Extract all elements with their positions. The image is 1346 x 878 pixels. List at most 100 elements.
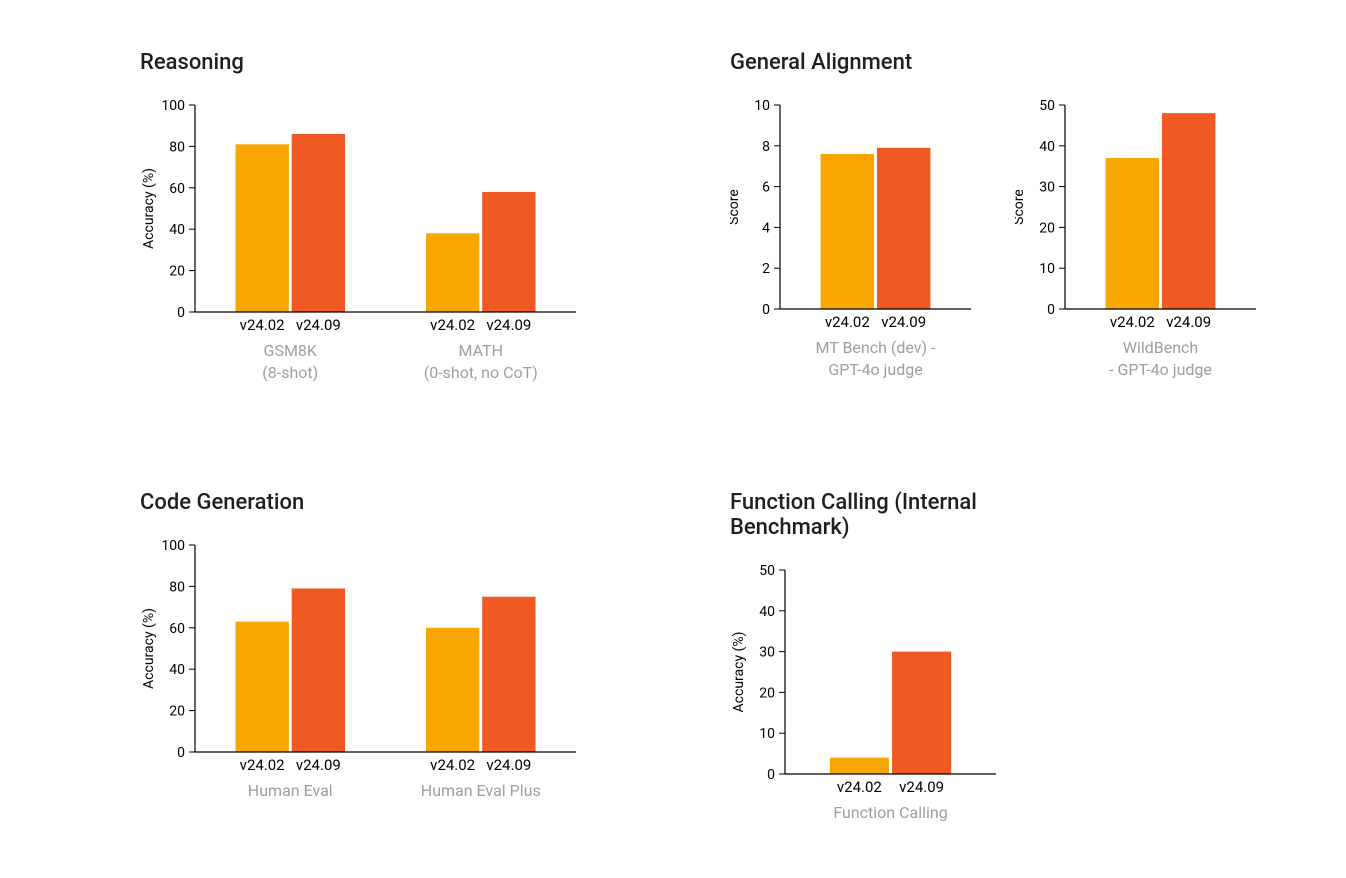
benchmark-labels-row: Human EvalHuman Eval Plus [140, 770, 580, 816]
general-alignment-0-plot-wrap: 0246810Scorev24.02v24.09MT Bench (dev) -… [730, 95, 975, 373]
y-tick-label: 4 [762, 220, 770, 236]
y-tick-label: 100 [161, 98, 185, 114]
benchmark-labels-row: GSM8K(8-shot)MATH(0-shot, no CoT) [140, 330, 580, 376]
benchmark-label: GSM8K(8-shot) [195, 340, 386, 383]
bar-v24.02 [1106, 158, 1159, 309]
bar-version-label: v24.09 [486, 756, 531, 770]
benchmark-label: Human Eval [195, 780, 386, 802]
panel-general-alignment: General Alignment 0 2 4 6 8 10 Score v24.02 v24.0… [730, 50, 1290, 373]
benchmark-label: Function Calling [785, 802, 996, 824]
y-tick-label: 40 [169, 662, 185, 678]
benchmark-label-line: MT Bench (dev) - [780, 337, 971, 359]
benchmark-label: MATH(0-shot, no CoT) [386, 340, 577, 383]
y-tick-label: 0 [767, 767, 775, 783]
panel-title: Reasoning [140, 50, 620, 75]
function-calling-plot-wrap: 0 10 20 30 40 50 Accuracy (%) v24.02 v24.09 Funct… [730, 560, 1050, 838]
bar-version-label: v24.09 [296, 316, 341, 330]
y-tick-label: 60 [169, 621, 185, 637]
y-axis-label: Accuracy (%) [141, 608, 157, 689]
bar-version-label: v24.02 [430, 316, 475, 330]
y-tick-label: 10 [759, 726, 775, 742]
bar-v24.09 [292, 134, 345, 312]
benchmark-label-line: - GPT-4o judge [1065, 359, 1256, 381]
benchmark-charts-page: Reasoning020406080100Accuracy (%)v24.02v… [0, 0, 1346, 878]
bar-v24.09 [877, 148, 930, 309]
general-alignment-0-chart-svg: 0 2 4 6 8 10 Score v24.02 v24.09 [730, 95, 975, 327]
y-tick-label: 80 [169, 579, 185, 595]
y-tick-label: 6 [762, 180, 770, 196]
y-tick-label: 80 [169, 139, 185, 155]
bar-version-label: v24.02 [837, 778, 882, 792]
code-generation-chart-svg: 0 20 40 60 80 100 Accuracy (%) v24.02 v24.09 v24.… [140, 535, 580, 770]
bar-v24.09 [482, 192, 535, 312]
y-tick-label: 50 [759, 563, 775, 579]
y-tick-label: 2 [762, 261, 770, 277]
y-tick-label: 20 [169, 704, 185, 720]
bar-v24.02 [235, 144, 288, 312]
y-axis-label: Score [1015, 189, 1027, 225]
bar-version-label: v24.02 [825, 313, 870, 327]
panel-title: Code Generation [140, 490, 620, 515]
benchmark-label-line: (0-shot, no CoT) [386, 362, 577, 384]
benchmark-label-line: Human Eval [195, 780, 386, 802]
bar-v24.02 [426, 628, 479, 752]
bar-version-label: v24.09 [1166, 313, 1211, 327]
bar-version-label: v24.09 [881, 313, 926, 327]
benchmark-label: WildBench- GPT-4o judge [1065, 337, 1256, 380]
bar-v24.02 [821, 154, 874, 309]
y-tick-label: 0 [177, 305, 185, 321]
y-tick-label: 20 [759, 685, 775, 701]
general-alignment-1-plot-wrap: 0 10 20 30 40 50 Score v24.02 v24.09WildBench- G… [1015, 95, 1260, 373]
bar-version-label: v24.02 [240, 756, 285, 770]
benchmark-label-line: WildBench [1065, 337, 1256, 359]
y-tick-label: 20 [1039, 220, 1055, 236]
bar-version-label: v24.09 [899, 778, 944, 792]
y-tick-label: 30 [1039, 180, 1055, 196]
y-tick-label: 40 [1039, 139, 1055, 155]
panel-title: Function Calling (Internal Benchmark) [730, 490, 1050, 540]
general-alignment-1-chart-svg: 0 10 20 30 40 50 Score v24.02 v24.09 [1015, 95, 1260, 327]
benchmark-labels-row: MT Bench (dev) -GPT-4o judge [730, 327, 975, 373]
y-axis-label: Accuracy (%) [731, 632, 747, 713]
reasoning-plot-wrap: 0 20 40 60 80 100 Accuracy (%) v24.02 v24.09 v24.… [140, 95, 620, 376]
benchmark-label-line: Function Calling [785, 802, 996, 824]
y-tick-label: 50 [1039, 98, 1055, 114]
y-axis-label: Accuracy (%) [141, 168, 157, 249]
y-tick-label: 0 [1047, 302, 1055, 318]
function-calling-chart-svg: 0 10 20 30 40 50 Accuracy (%) v24.02 v24.09 [730, 560, 1000, 792]
y-axis-label: Score [730, 189, 742, 225]
y-tick-label: 10 [754, 98, 770, 114]
benchmark-labels-row: Function Calling [730, 792, 1000, 838]
benchmark-label-line: Human Eval Plus [386, 780, 577, 802]
benchmark-label: MT Bench (dev) -GPT-4o judge [780, 337, 971, 380]
bar-version-label: v24.02 [1110, 313, 1155, 327]
y-tick-label: 0 [762, 302, 770, 318]
y-tick-label: 40 [759, 604, 775, 620]
benchmark-labels-row: WildBench- GPT-4o judge [1015, 327, 1260, 373]
y-tick-label: 30 [759, 645, 775, 661]
bar-v24.09 [482, 597, 535, 752]
benchmark-label-line: MATH [386, 340, 577, 362]
bar-v24.09 [292, 588, 345, 752]
benchmark-label-line: (8-shot) [195, 362, 386, 384]
y-tick-label: 60 [169, 181, 185, 197]
bar-v24.09 [892, 652, 951, 774]
benchmark-label: Human Eval Plus [386, 780, 577, 802]
bar-v24.02 [830, 758, 889, 774]
bar-version-label: v24.02 [240, 316, 285, 330]
bar-version-label: v24.02 [430, 756, 475, 770]
y-tick-label: 0 [177, 745, 185, 761]
y-tick-label: 20 [169, 264, 185, 280]
code-generation-plot-wrap: 0 20 40 60 80 100 Accuracy (%) v24.02 v24.09 v24.… [140, 535, 620, 816]
y-tick-label: 40 [169, 222, 185, 238]
y-tick-label: 8 [762, 139, 770, 155]
split-charts-row: 0246810Scorev24.02v24.09MT Bench (dev) -… [730, 95, 1290, 373]
bar-v24.02 [235, 622, 288, 752]
bar-version-label: v24.09 [486, 316, 531, 330]
bar-v24.02 [426, 233, 479, 312]
y-tick-label: 100 [161, 538, 185, 554]
y-tick-label: 10 [1039, 261, 1055, 277]
bar-version-label: v24.09 [296, 756, 341, 770]
panel-title: General Alignment [730, 50, 1290, 75]
benchmark-label-line: GPT-4o judge [780, 359, 971, 381]
